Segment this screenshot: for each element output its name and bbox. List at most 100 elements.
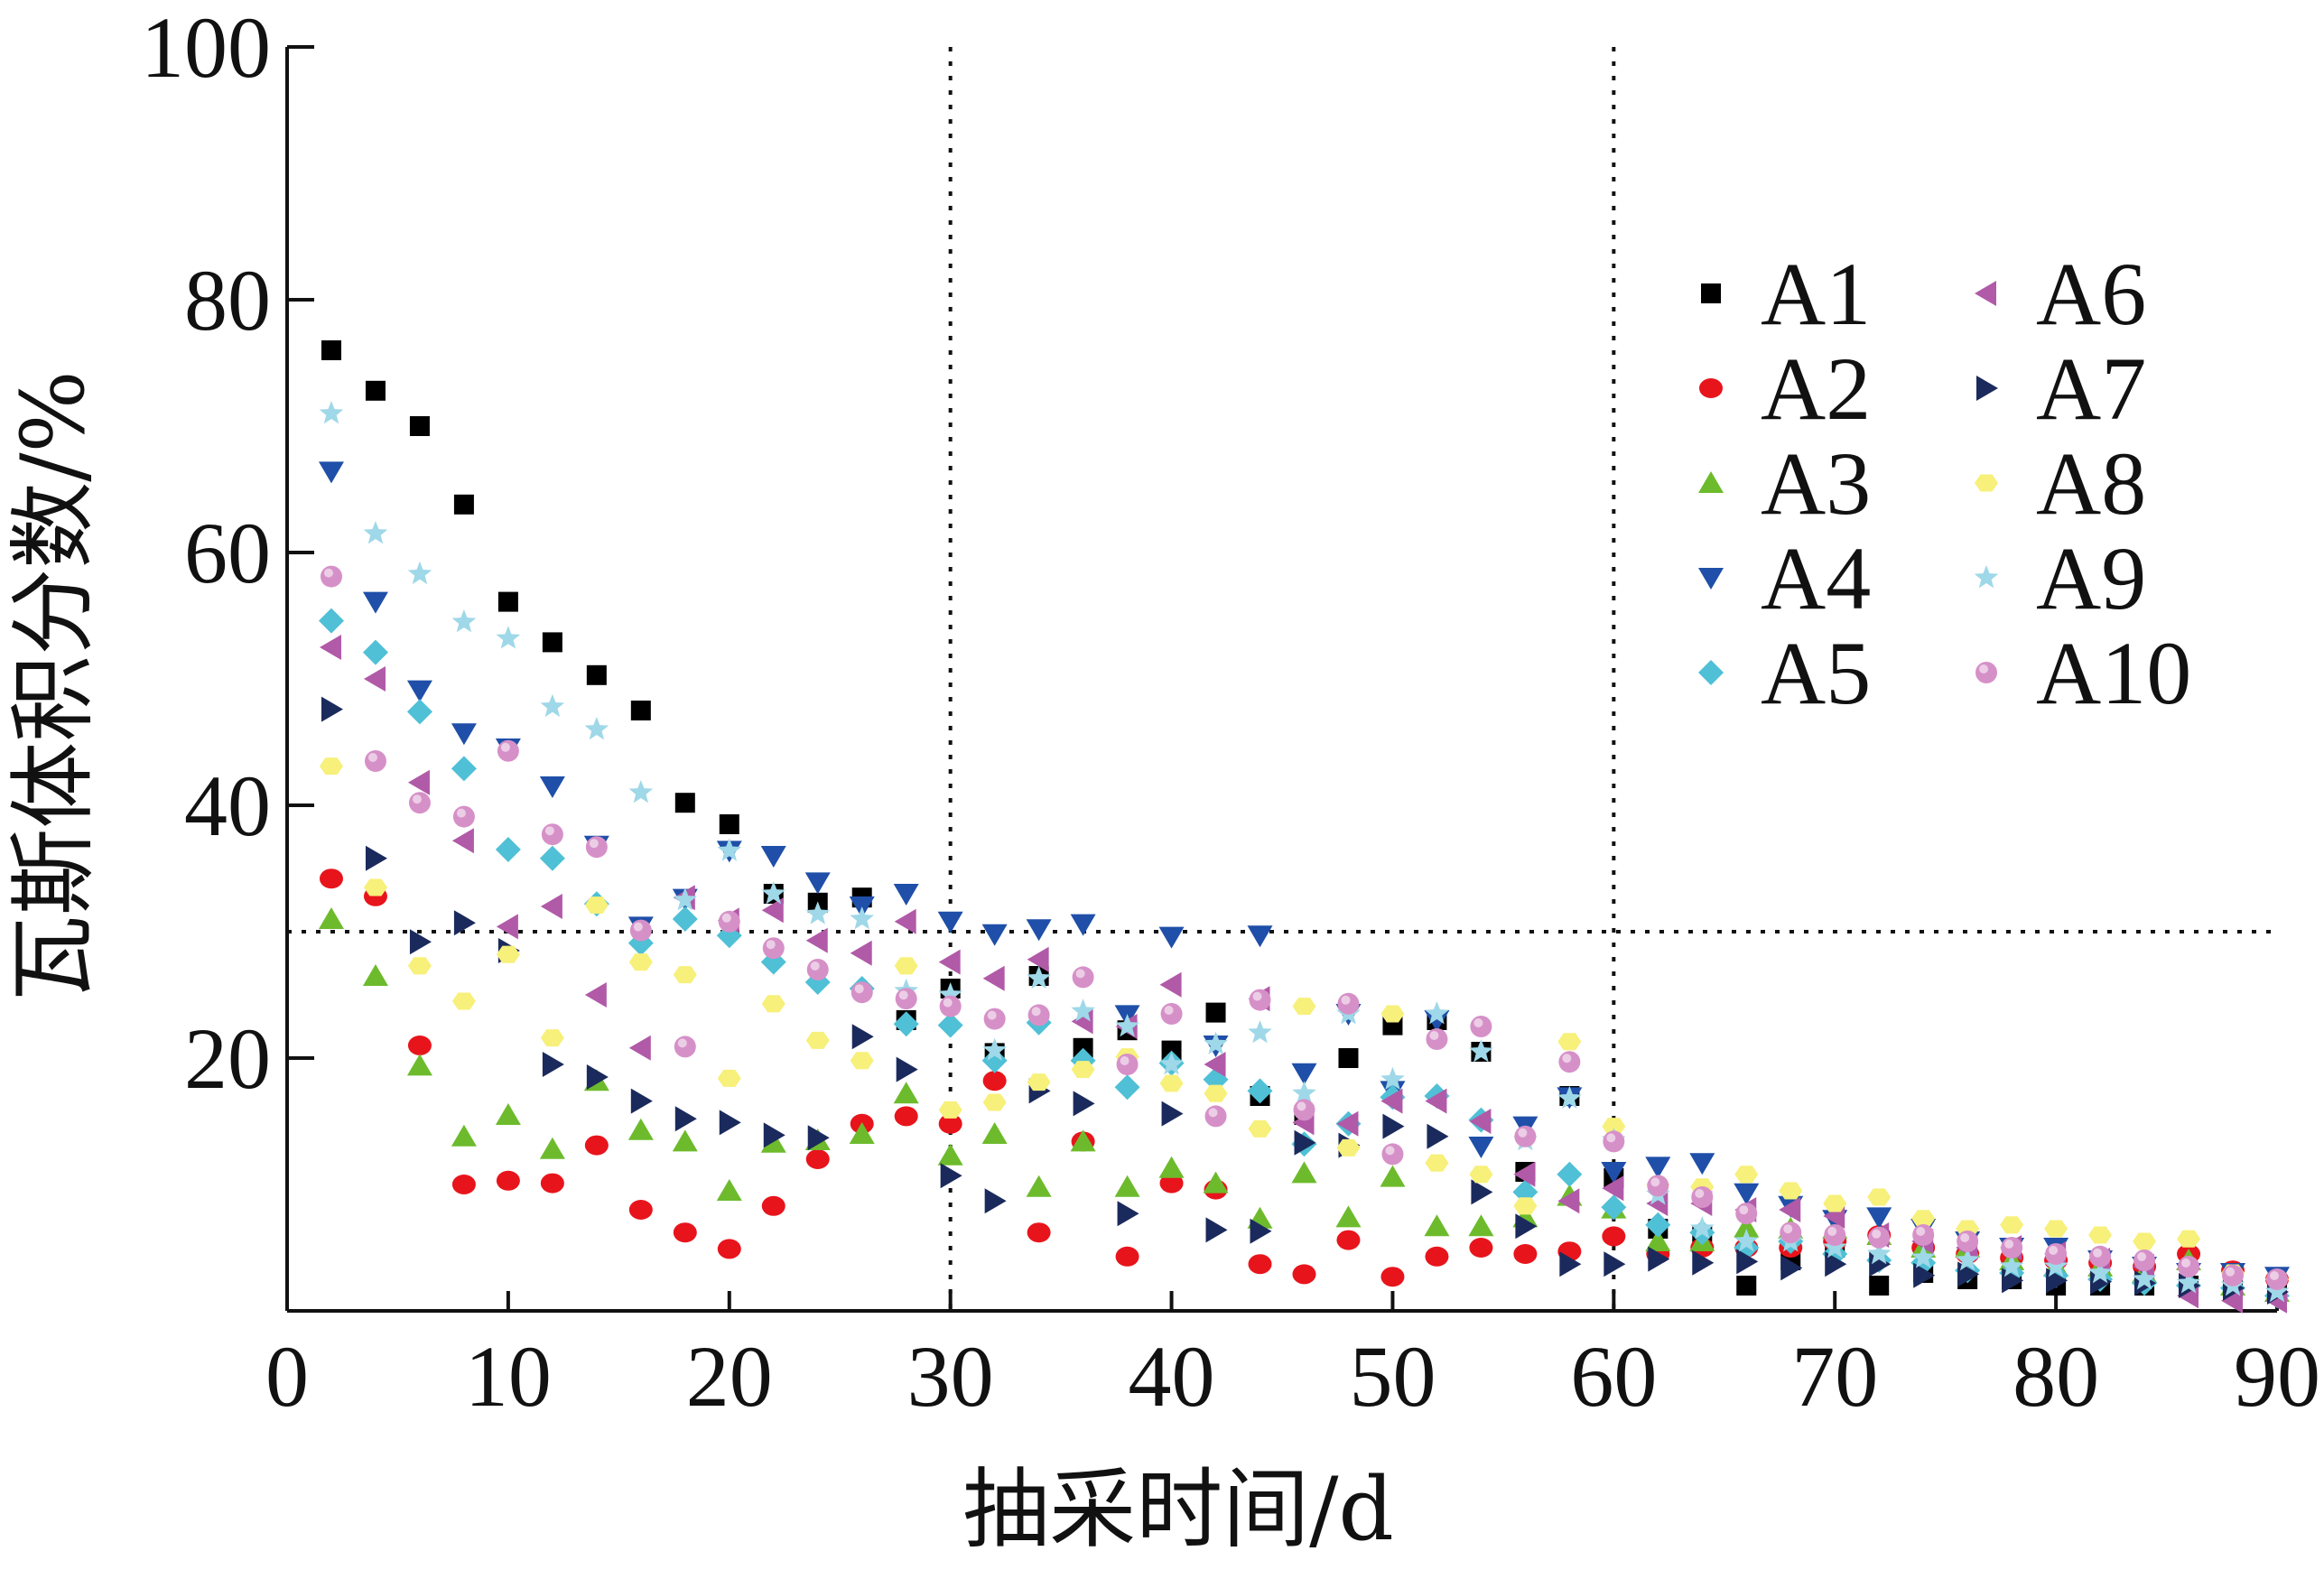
data-point — [2087, 1260, 2113, 1284]
data-point — [1380, 1165, 1406, 1187]
data-point — [496, 1170, 520, 1191]
data-point — [1468, 1214, 1494, 1237]
data-point — [1205, 1002, 1226, 1023]
data-point — [851, 1024, 874, 1050]
data-point — [407, 769, 430, 795]
data-point-highlight — [1739, 1205, 1749, 1215]
data-point — [1910, 1245, 1936, 1268]
data-point — [807, 1125, 830, 1151]
data-point — [1601, 1194, 1627, 1221]
data-point — [761, 881, 786, 905]
data-point — [1866, 1207, 1892, 1230]
legend-marker — [1698, 568, 1724, 590]
data-point — [2221, 1287, 2244, 1314]
data-point-highlight — [412, 794, 422, 804]
data-point — [717, 838, 742, 861]
data-point — [1604, 1251, 1626, 1277]
y-tick-label: 60 — [184, 505, 271, 601]
data-point — [1158, 926, 1185, 949]
data-point — [1380, 1005, 1405, 1023]
data-point — [362, 591, 388, 614]
data-point — [849, 1122, 875, 1144]
data-point — [540, 693, 565, 718]
data-point — [452, 805, 475, 828]
data-point — [496, 914, 518, 940]
legend-marker — [1974, 565, 1999, 589]
data-point — [1689, 1216, 1715, 1240]
data-point — [982, 1037, 1007, 1061]
data-point — [406, 680, 432, 702]
data-point — [2133, 1232, 2157, 1250]
data-point — [1027, 1073, 1051, 1091]
data-point-highlight — [987, 1010, 997, 1020]
data-point-highlight — [1429, 1031, 1439, 1040]
data-point — [407, 561, 432, 585]
data-point — [1823, 1194, 1847, 1212]
data-point — [495, 1103, 521, 1125]
legend-label: A1 — [1761, 244, 1871, 344]
data-point — [584, 982, 607, 1008]
data-point — [1955, 1248, 1980, 1271]
data-point — [1469, 1238, 1493, 1258]
data-point-highlight — [1341, 995, 1351, 1005]
data-point — [982, 1071, 1007, 1091]
data-point-highlight — [2137, 1252, 2147, 1261]
data-point — [1291, 1063, 1317, 1085]
data-point — [1203, 1171, 1229, 1194]
x-axis-title: 抽采时间/d — [962, 1459, 1394, 1560]
data-point — [1205, 1217, 1228, 1243]
data-point — [1869, 1276, 1890, 1296]
data-point-highlight — [1473, 1018, 1483, 1027]
x-tick-label: 40 — [1129, 1328, 1215, 1425]
data-points — [318, 340, 2290, 1314]
data-point-highlight — [1695, 1189, 1705, 1198]
data-point — [2043, 1254, 2068, 1277]
data-point — [1115, 1246, 1139, 1267]
data-point — [1734, 1215, 1760, 1238]
data-point — [938, 1101, 962, 1119]
data-point-highlight — [854, 984, 864, 994]
data-point — [1780, 1255, 1803, 1281]
data-point — [1779, 1182, 1803, 1200]
data-point-highlight — [633, 922, 643, 932]
data-point-highlight — [1827, 1227, 1837, 1236]
data-point — [1734, 1183, 1760, 1205]
data-point — [1292, 998, 1316, 1016]
data-point — [628, 953, 653, 971]
data-point-highlight — [2226, 1267, 2236, 1277]
y-axis-title: 瓦斯体积分数/% — [3, 370, 104, 1002]
data-point — [1027, 946, 1049, 972]
data-point — [363, 521, 388, 544]
data-point — [1247, 925, 1273, 948]
data-point — [1825, 1251, 1847, 1277]
data-point — [1336, 1138, 1361, 1156]
data-point — [453, 494, 474, 515]
data-point — [1336, 1110, 1359, 1137]
data-point — [1822, 1235, 1847, 1259]
data-point — [1779, 1197, 1801, 1222]
data-point — [628, 1035, 651, 1061]
data-point-highlight — [2093, 1248, 2103, 1258]
x-tick-label: 30 — [907, 1328, 994, 1425]
data-point — [451, 1124, 477, 1147]
data-point-highlight — [1031, 1007, 1041, 1017]
data-point — [1204, 1031, 1228, 1054]
x-tick-label: 70 — [1791, 1328, 1878, 1425]
data-point-highlight — [1075, 969, 1085, 979]
data-point-highlight — [1783, 1224, 1793, 1234]
data-point — [1248, 1119, 1272, 1138]
data-point-highlight — [766, 940, 776, 950]
data-point — [363, 666, 386, 692]
data-point — [761, 897, 784, 924]
data-point — [805, 901, 831, 924]
data-point — [540, 1173, 564, 1194]
x-tick-label: 60 — [1570, 1328, 1657, 1425]
data-point — [628, 780, 654, 803]
data-point — [1338, 1048, 1359, 1068]
data-point — [539, 776, 565, 798]
data-point — [2088, 1226, 2113, 1244]
data-point — [630, 1088, 653, 1114]
data-point — [318, 608, 344, 634]
data-point — [1692, 1249, 1715, 1276]
